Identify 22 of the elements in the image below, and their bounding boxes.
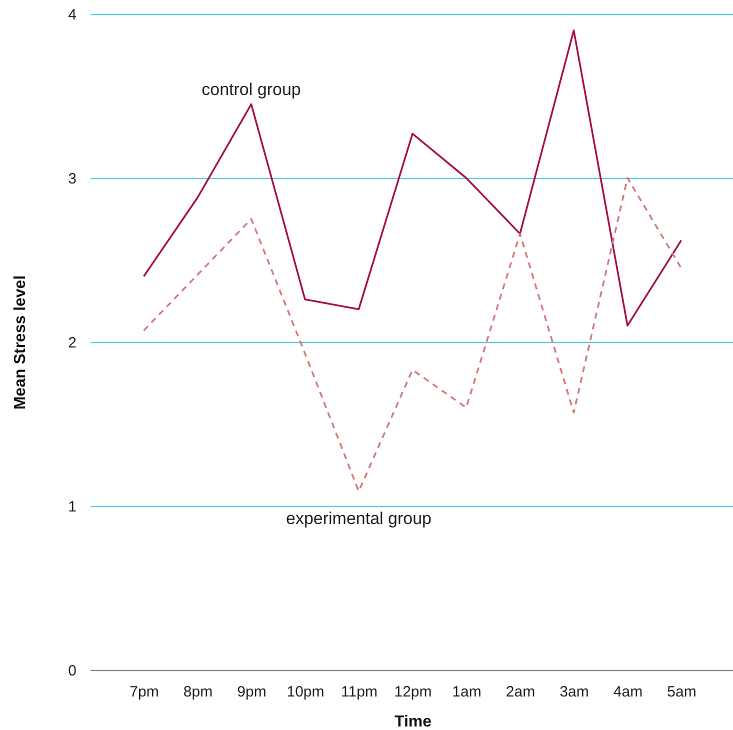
series-label: experimental group <box>286 509 432 528</box>
line-series <box>142 177 682 492</box>
x-tick-label: 1am <box>452 684 482 700</box>
x-tick-label: 4am <box>613 684 643 700</box>
x-tick-label: 10pm <box>286 684 324 700</box>
y-tick-label: 0 <box>68 662 76 680</box>
line-series <box>142 30 682 326</box>
y-tick-label: 3 <box>68 170 76 188</box>
y-tick-label: 4 <box>68 6 76 24</box>
x-axis-title: Time <box>394 714 432 730</box>
x-tick-label: 8pm <box>183 684 213 700</box>
x-tick-label: 11pm <box>341 684 378 700</box>
x-tick-label: 9pm <box>237 684 266 700</box>
y-tick-label: 2 <box>68 334 76 352</box>
x-tick-label: 7pm <box>130 684 159 700</box>
x-tick-label: 3am <box>560 684 589 700</box>
y-axis-title: Mean Stress level <box>12 275 30 410</box>
x-tick-label: 12pm <box>394 684 432 700</box>
x-tick-label: 5am <box>667 684 696 700</box>
y-tick-label: 1 <box>68 498 76 516</box>
x-tick-label: 2am <box>506 684 536 700</box>
series-label: control group <box>202 80 301 100</box>
